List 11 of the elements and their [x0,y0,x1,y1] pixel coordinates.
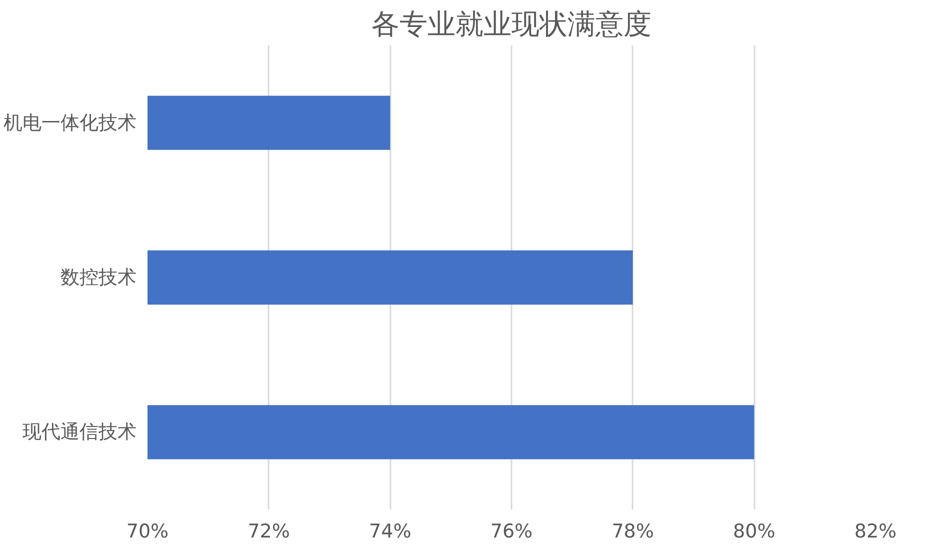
y-tick-label: 现代通信技术 [22,421,136,444]
y-tick-label: 机电一体化技术 [4,112,136,134]
x-tick-label: 82% [854,520,897,542]
x-tick-label: 70% [126,520,169,542]
x-tick-label: 80% [733,520,776,542]
chart-title: 各专业就业现状满意度 [372,8,652,40]
x-tick-label: 74% [369,520,412,542]
y-tick-label: 数控技术 [60,266,136,288]
x-tick-label: 78% [612,520,654,542]
x-tick-label: 76% [490,520,533,542]
x-tick-label: 72% [248,520,290,542]
